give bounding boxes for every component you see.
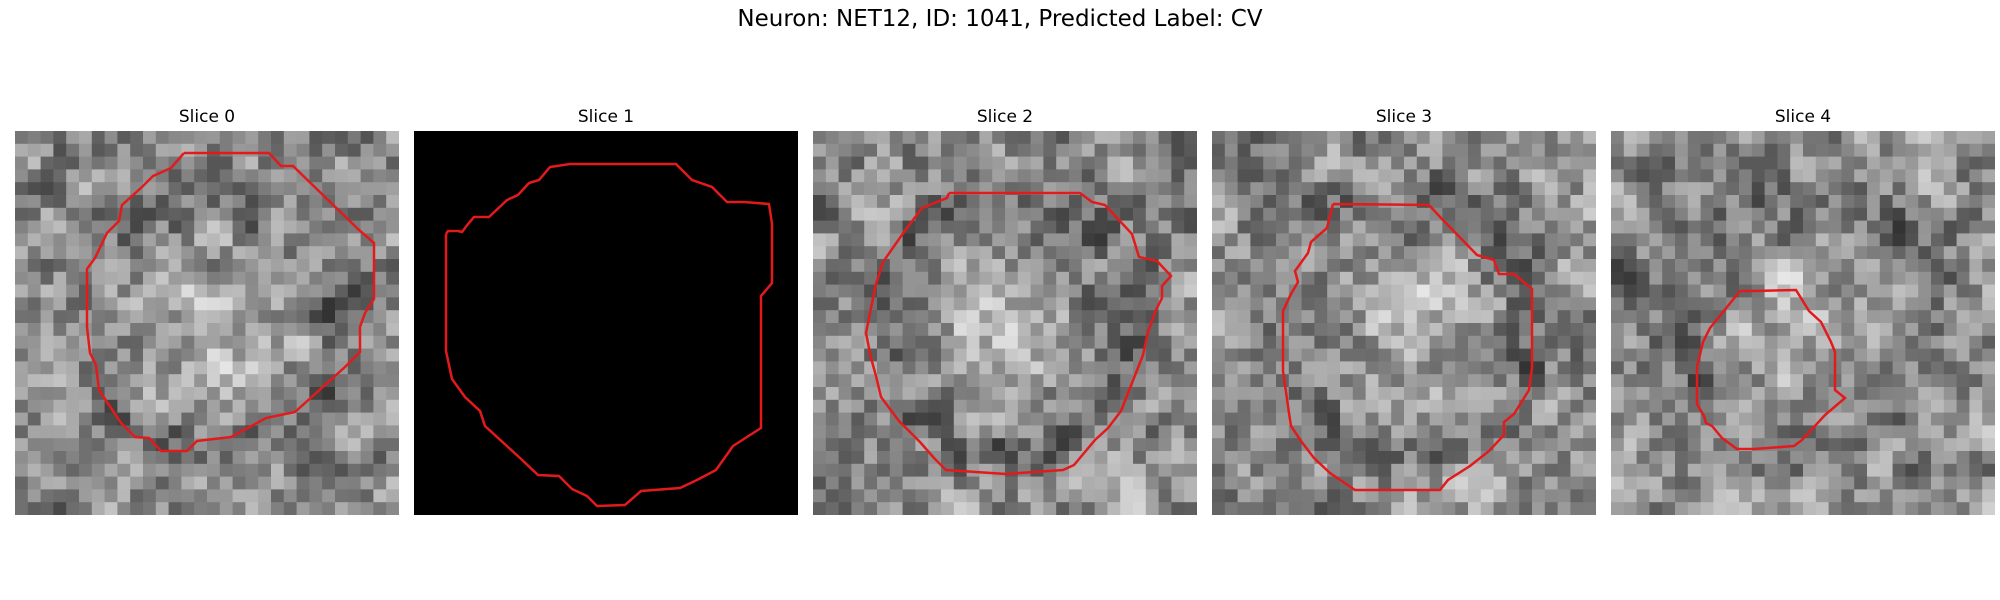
slice-image (813, 131, 1197, 515)
slice-title: Slice 4 (1774, 107, 1832, 127)
roi-contour (85, 151, 376, 453)
roi-contour (864, 191, 1173, 476)
slice-image (1212, 131, 1596, 515)
slice-title: Slice 0 (178, 107, 236, 127)
slice-panel-1: Slice 1 (414, 105, 798, 515)
slice-image (414, 131, 798, 515)
slice-panel-4: Slice 4 (1611, 105, 1995, 515)
slice-image (15, 131, 399, 515)
slice-panel-0: Slice 0 (15, 105, 399, 515)
slice-panel-2: Slice 2 (813, 105, 1197, 515)
figure-title: Neuron: NET12, ID: 1041, Predicted Label… (737, 6, 1263, 32)
microscopy-image (1212, 131, 1596, 515)
microscopy-image (414, 131, 798, 515)
roi-contour (1695, 288, 1847, 451)
microscopy-image (1611, 131, 1995, 515)
microscopy-image (813, 131, 1197, 515)
slice-title: Slice 1 (577, 107, 635, 127)
slice-panel-3: Slice 3 (1212, 105, 1596, 515)
slice-title: Slice 2 (976, 107, 1034, 127)
roi-contour (444, 162, 774, 508)
slice-image (1611, 131, 1995, 515)
slice-title: Slice 3 (1375, 107, 1433, 127)
roi-contour (1281, 202, 1534, 492)
microscopy-image (15, 131, 399, 515)
